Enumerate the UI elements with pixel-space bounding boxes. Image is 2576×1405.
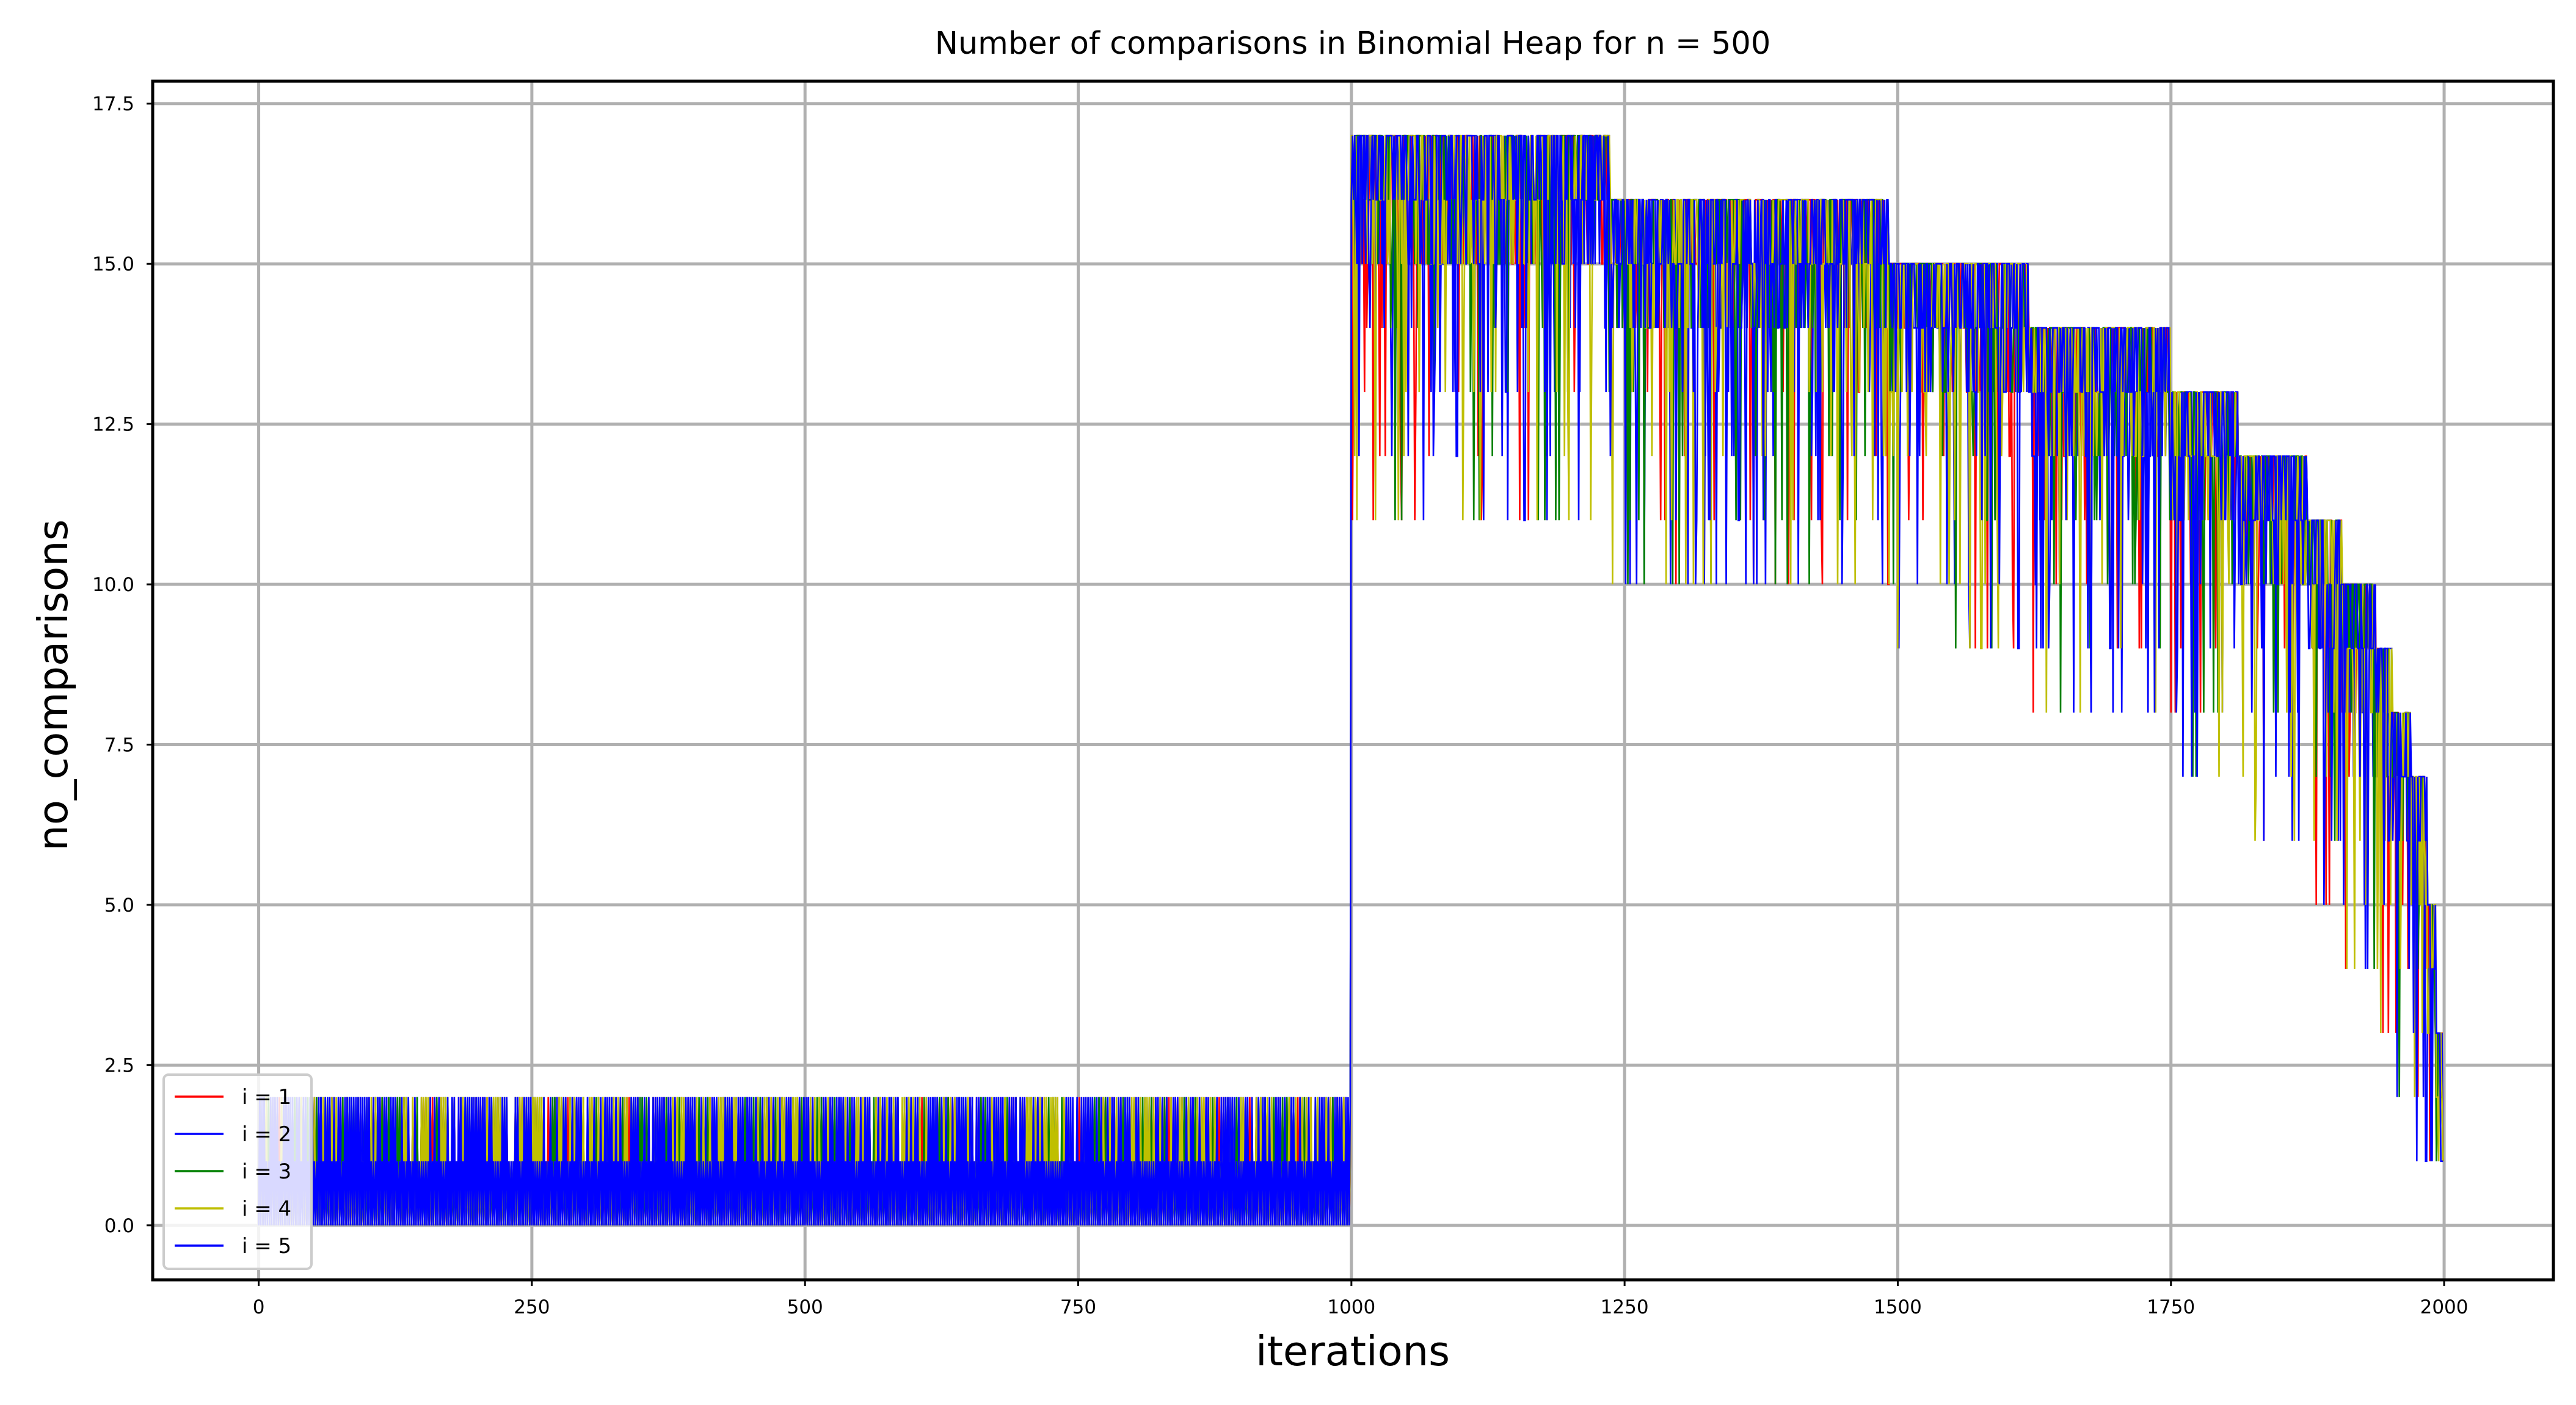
y-tick-label: 2.5: [104, 1055, 134, 1076]
y-tick-label: 15.0: [92, 253, 134, 275]
y-tick-label: 7.5: [104, 734, 134, 756]
legend-box: [162, 1073, 313, 1270]
legend-label-2: i = 2: [242, 1122, 291, 1147]
legend-label-3: i = 3: [242, 1160, 291, 1184]
y-tick-label: 17.5: [92, 93, 134, 115]
y-tick-label: 5.0: [104, 895, 134, 917]
x-tick-label: 250: [514, 1296, 550, 1318]
plot-frame: [151, 79, 2555, 1282]
x-tick-label: 750: [1060, 1296, 1096, 1318]
x-tick-label: 1000: [1327, 1296, 1375, 1318]
x-tick-label: 0: [253, 1296, 265, 1318]
y-tick-label: 12.5: [92, 414, 134, 436]
y-tick-label: 10.0: [92, 574, 134, 596]
legend-label-1: i = 1: [242, 1085, 291, 1109]
series-layer: [258, 134, 2444, 1225]
legend-label-5: i = 5: [242, 1234, 291, 1258]
x-tick-label: 1500: [1874, 1296, 1922, 1318]
x-tick-label: 1250: [1601, 1296, 1649, 1318]
series-line-5: [258, 134, 2443, 1225]
chart-title: Number of comparisons in Binomial Heap f…: [935, 26, 1771, 62]
legend-label-4: i = 4: [242, 1197, 291, 1221]
axis-ticks: 0 250 500 750 1000 1250 1500 1750 2000 0.0 2.5 5.0 7…: [92, 93, 2469, 1318]
y-axis-label: no_comparisons: [29, 519, 77, 851]
x-tick-label: 1750: [2147, 1296, 2195, 1318]
legend: i = 1 i = 2 i = 3 i = 4 i = 5: [162, 1073, 313, 1270]
x-tick-label: 500: [787, 1296, 823, 1318]
x-axis-label: iterations: [1256, 1327, 1450, 1375]
y-tick-label: 0.0: [104, 1215, 134, 1237]
x-tick-label: 2000: [2420, 1296, 2469, 1318]
